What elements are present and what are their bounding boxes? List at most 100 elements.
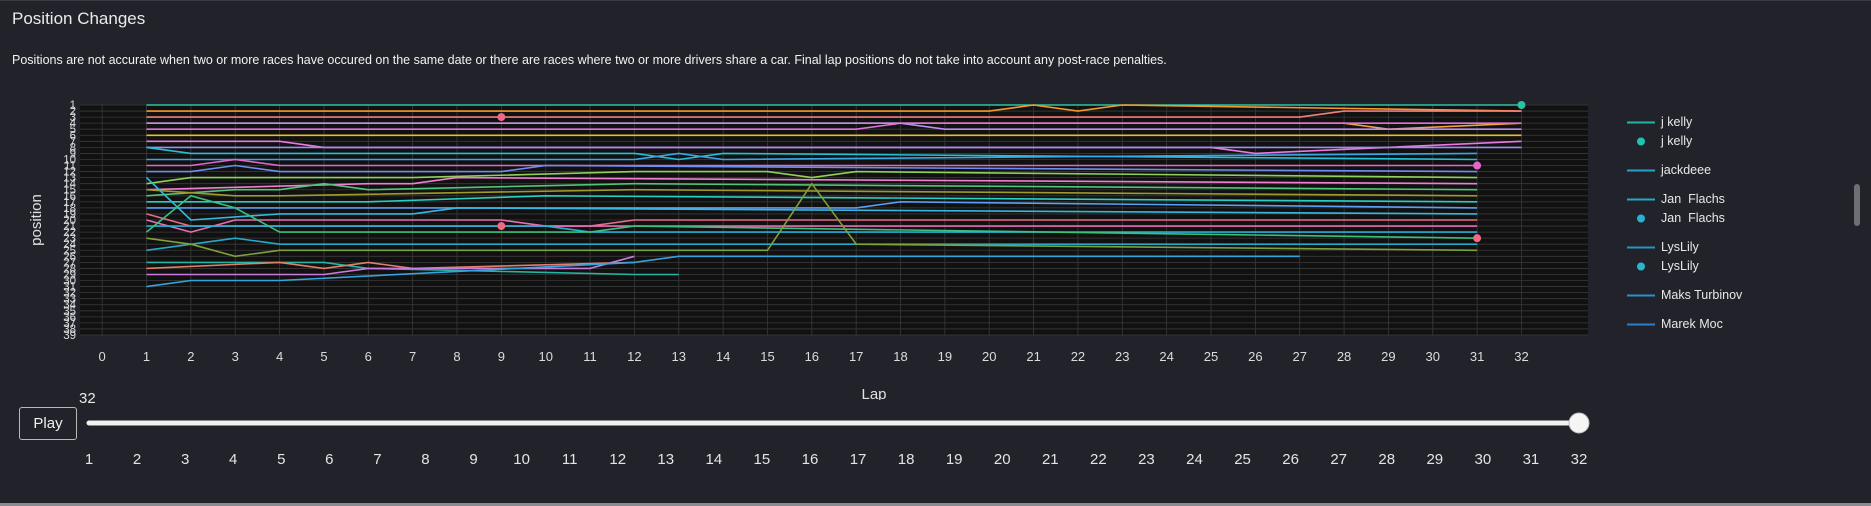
x-tick-label: 8 <box>453 349 460 364</box>
x-tick-label: 28 <box>1337 349 1351 364</box>
y-tick-label: 8 <box>70 142 76 154</box>
y-tick-label: 10 <box>63 154 76 166</box>
slider-tick-label: 1 <box>85 451 93 468</box>
legend-dot-icon <box>1637 214 1645 223</box>
legend-line-icon <box>1627 169 1655 172</box>
x-tick-label: 0 <box>99 349 106 364</box>
play-button[interactable]: Play <box>19 407 77 440</box>
legend-dot-icon <box>1637 137 1645 146</box>
legend-item[interactable]: j kelly <box>1625 132 1815 151</box>
legend-item[interactable]: Marek Moc <box>1625 315 1815 334</box>
slider-tick-label: 16 <box>802 451 819 468</box>
legend-item[interactable]: Jan Flachs <box>1625 209 1815 228</box>
slider-tick-label: 11 <box>562 451 578 468</box>
legend-label: Jan Flachs <box>1661 192 1725 206</box>
x-tick-label: 10 <box>538 349 552 364</box>
x-tick-label: 24 <box>1159 349 1173 364</box>
slider-tick-label: 29 <box>1426 451 1443 468</box>
position-marker-1 <box>497 113 506 122</box>
legend-label: Marek Moc <box>1661 317 1723 331</box>
slider-tick-label: 10 <box>513 451 530 468</box>
legend-label: Maks Turbinov <box>1661 288 1743 302</box>
y-axis-title: position <box>28 194 45 246</box>
legend-label: LysLily <box>1661 259 1699 273</box>
y-tick-label: 20 <box>63 215 76 227</box>
position-chart: 1234567891011121314151617181920212223242… <box>28 100 1588 400</box>
x-tick-label: 7 <box>409 349 416 364</box>
y-tick-label: 15 <box>63 185 76 197</box>
y-tick-label: 39 <box>63 330 76 342</box>
slider-tick-label: 2 <box>133 451 141 468</box>
x-tick-label: 25 <box>1204 349 1218 364</box>
y-tick-label: 16 <box>63 191 76 203</box>
series-line-20 <box>145 177 1478 221</box>
y-tick-label: 4 <box>70 118 77 130</box>
legend-item[interactable]: LysLily <box>1625 238 1815 257</box>
position-marker-2 <box>497 222 506 231</box>
y-tick-label: 5 <box>70 124 76 136</box>
x-tick-label: 27 <box>1292 349 1306 364</box>
slider-tick-label: 21 <box>1042 451 1059 468</box>
slider-tick-label: 8 <box>421 451 429 468</box>
series-line-30 <box>146 255 1300 288</box>
legend-label: jackdeee <box>1661 163 1712 177</box>
y-tick-label: 6 <box>70 130 76 142</box>
legend-item[interactable]: LysLily <box>1625 257 1815 276</box>
x-tick-label: 17 <box>849 349 863 364</box>
slider-tick-label: 12 <box>609 451 626 468</box>
disclaimer-note: Positions are not accurate when two or m… <box>12 53 1167 67</box>
slider-current-value: 32 <box>79 390 96 407</box>
x-tick-label: 32 <box>1514 349 1528 364</box>
y-tick-label: 18 <box>63 203 76 215</box>
legend-scrollbar[interactable] <box>1854 184 1860 226</box>
slider-tick-label: 24 <box>1186 451 1203 468</box>
series-line-26 <box>146 182 1478 258</box>
y-tick-label: 22 <box>63 227 76 239</box>
y-tick-label: 9 <box>70 148 76 160</box>
slider-tick-label: 31 <box>1523 451 1540 468</box>
slider-tick-label: 5 <box>277 451 285 468</box>
legend-line-icon <box>1627 323 1655 326</box>
position-marker-3 <box>1473 161 1482 170</box>
legend-item[interactable]: j kelly <box>1625 113 1815 132</box>
series-line-13 <box>146 164 1478 173</box>
y-tick-label: 11 <box>64 161 76 173</box>
slider-tick-label: 26 <box>1282 451 1299 468</box>
series-line-3 <box>146 110 1522 118</box>
slider-tick-label: 20 <box>994 451 1011 468</box>
y-tick-label: 31 <box>63 282 76 294</box>
legend-line-icon <box>1627 121 1655 124</box>
series-line-24 <box>145 195 1478 239</box>
y-tick-label: 12 <box>63 167 76 179</box>
chart-legend[interactable]: j kelly j kelly jackdeee Jan Flachs Jan Flac… <box>1625 113 1815 334</box>
series-line-28 <box>146 261 635 270</box>
slider-tick-label: 23 <box>1138 451 1155 468</box>
slider-tick-label: 28 <box>1378 451 1395 468</box>
slider-tick-labels: 1 2 3 4 5 6 7 8 9 10 11 12 13 14 15 16 17 18 19 20 21 22 23 24 2… <box>85 451 1588 468</box>
series-line-2 <box>146 104 1522 112</box>
x-tick-label: 29 <box>1381 349 1395 364</box>
x-tick-label: 5 <box>320 349 327 364</box>
slider-tick-label: 27 <box>1330 451 1347 468</box>
legend-item[interactable]: jackdeee <box>1625 161 1815 180</box>
x-tick-label: 20 <box>982 349 996 364</box>
y-tick-label: 30 <box>63 276 76 288</box>
legend-label: j kelly <box>1661 115 1693 129</box>
y-tick-label: 27 <box>63 257 76 269</box>
series-markers <box>497 101 1526 243</box>
y-tick-label: 3 <box>70 112 76 124</box>
x-tick-label: 22 <box>1071 349 1085 364</box>
slider-tick-label: 15 <box>754 451 771 468</box>
y-tick-label: 32 <box>63 288 76 300</box>
series-line-23 <box>146 225 1478 233</box>
series-line-12 <box>146 158 1478 167</box>
legend-item[interactable]: Maks Turbinov <box>1625 286 1815 305</box>
x-tick-label: 1 <box>143 349 150 364</box>
slider-tick-label: 17 <box>850 451 867 468</box>
y-tick-label: 34 <box>63 300 76 312</box>
x-tick-label: 11 <box>583 349 597 364</box>
x-tick-label: 23 <box>1115 349 1129 364</box>
x-tick-label: 16 <box>805 349 819 364</box>
legend-item[interactable]: Jan Flachs <box>1625 190 1815 209</box>
series-line-14 <box>146 170 1478 185</box>
